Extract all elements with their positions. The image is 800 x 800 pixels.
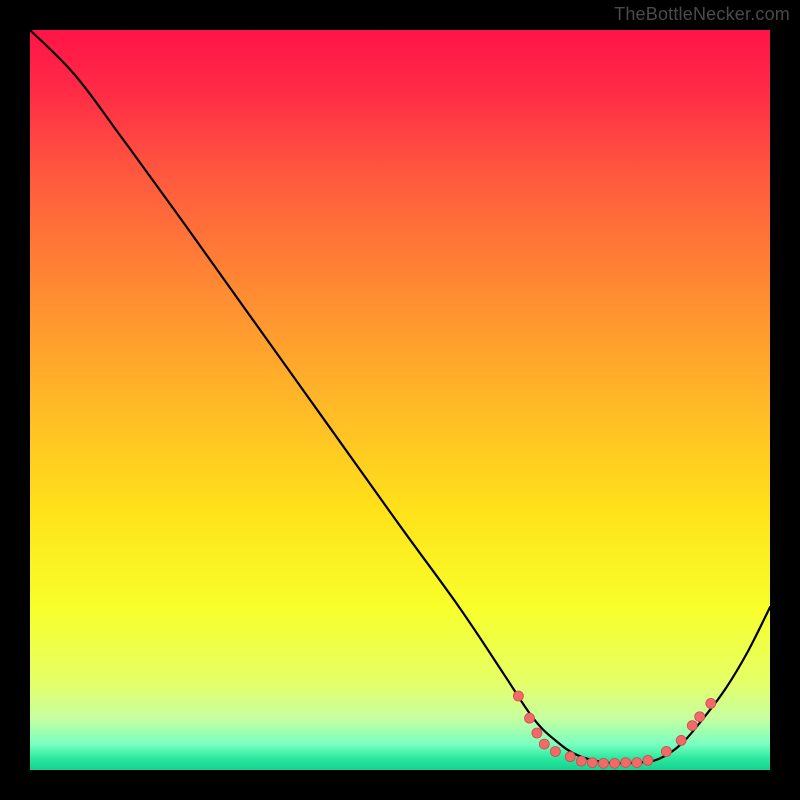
marker-point xyxy=(532,728,542,738)
marker-point xyxy=(513,691,523,701)
marker-point xyxy=(621,758,631,768)
marker-point xyxy=(539,739,549,749)
marker-point xyxy=(706,698,716,708)
marker-point xyxy=(587,758,597,768)
marker-point xyxy=(661,747,671,757)
marker-point xyxy=(643,755,653,765)
marker-point xyxy=(610,758,620,768)
marker-point xyxy=(576,756,586,766)
chart-svg xyxy=(0,0,800,800)
marker-point xyxy=(687,721,697,731)
attribution-text: TheBottleNecker.com xyxy=(614,4,790,24)
marker-point xyxy=(525,713,535,723)
bottleneck-chart: TheBottleNecker.com xyxy=(0,0,800,800)
marker-point xyxy=(550,747,560,757)
marker-point xyxy=(695,712,705,722)
marker-point xyxy=(676,735,686,745)
marker-point xyxy=(565,752,575,762)
marker-point xyxy=(632,758,642,768)
marker-point xyxy=(599,758,609,768)
attribution-watermark: TheBottleNecker.com xyxy=(614,4,790,25)
